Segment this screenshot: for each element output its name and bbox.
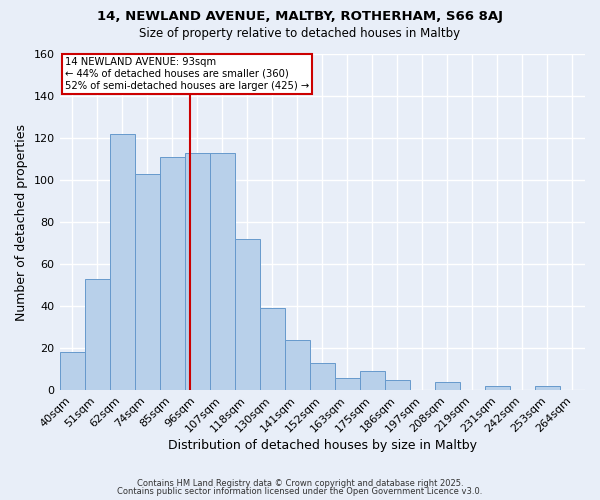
Bar [535, 386, 560, 390]
Bar [160, 157, 185, 390]
X-axis label: Distribution of detached houses by size in Maltby: Distribution of detached houses by size … [168, 440, 477, 452]
Text: Size of property relative to detached houses in Maltby: Size of property relative to detached ho… [139, 28, 461, 40]
Bar [485, 386, 510, 390]
Text: Contains public sector information licensed under the Open Government Licence v3: Contains public sector information licen… [118, 487, 482, 496]
Bar [435, 382, 460, 390]
Bar [335, 378, 360, 390]
Bar [385, 380, 410, 390]
Bar [185, 152, 209, 390]
Bar [134, 174, 160, 390]
Bar [59, 352, 85, 390]
Bar [209, 152, 235, 390]
Bar [260, 308, 285, 390]
Bar [235, 239, 260, 390]
Bar [360, 371, 385, 390]
Text: Contains HM Land Registry data © Crown copyright and database right 2025.: Contains HM Land Registry data © Crown c… [137, 478, 463, 488]
Bar [310, 363, 335, 390]
Text: 14 NEWLAND AVENUE: 93sqm
← 44% of detached houses are smaller (360)
52% of semi-: 14 NEWLAND AVENUE: 93sqm ← 44% of detach… [65, 58, 309, 90]
Text: 14, NEWLAND AVENUE, MALTBY, ROTHERHAM, S66 8AJ: 14, NEWLAND AVENUE, MALTBY, ROTHERHAM, S… [97, 10, 503, 23]
Bar [285, 340, 310, 390]
Y-axis label: Number of detached properties: Number of detached properties [15, 124, 28, 320]
Bar [110, 134, 134, 390]
Bar [85, 279, 110, 390]
